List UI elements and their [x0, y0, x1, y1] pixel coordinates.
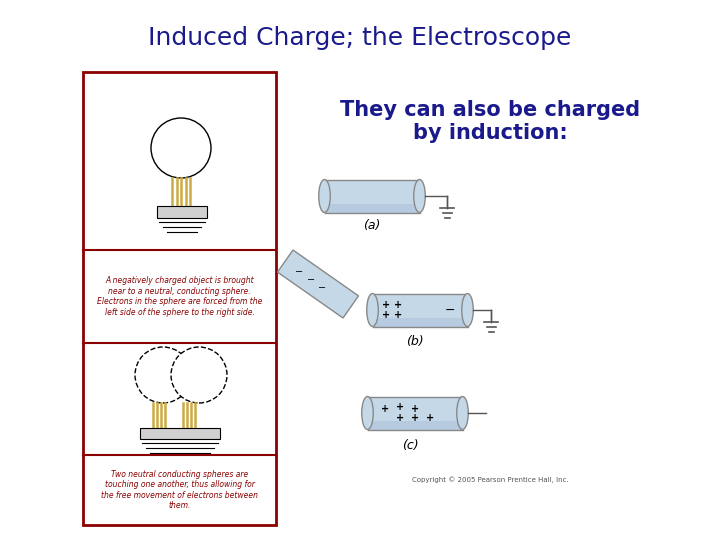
Text: −: − [295, 267, 303, 277]
Bar [325, 179, 420, 213]
Bar [372, 294, 467, 327]
Text: −: − [318, 284, 326, 293]
Bar [83, 72, 276, 525]
Text: +: + [396, 402, 404, 412]
Text: (c): (c) [402, 438, 418, 451]
Text: A negatively charged object is brought
near to a neutral, conducting sphere.
Ele: A negatively charged object is brought n… [96, 276, 262, 316]
Text: +: + [382, 300, 390, 310]
Ellipse shape [456, 396, 468, 429]
Bar [372, 318, 467, 327]
Circle shape [151, 118, 211, 178]
Text: +: + [411, 413, 419, 423]
Text: Induced Charge; the Electroscope: Induced Charge; the Electroscope [148, 26, 572, 50]
Text: Copyright © 2005 Pearson Prentice Hall, Inc.: Copyright © 2005 Pearson Prentice Hall, … [412, 477, 568, 483]
Text: +: + [396, 413, 404, 423]
Ellipse shape [366, 294, 378, 327]
Ellipse shape [361, 396, 373, 429]
Text: −: − [445, 303, 455, 316]
Bar [367, 421, 462, 429]
Text: They can also be charged: They can also be charged [340, 100, 640, 120]
Text: Two neutral conducting spheres are
touching one another, thus allowing for
the f: Two neutral conducting spheres are touch… [101, 470, 258, 510]
Bar [325, 204, 420, 213]
Text: +: + [382, 310, 390, 320]
Text: +: + [426, 413, 434, 423]
Text: (a): (a) [364, 219, 381, 232]
Text: (b): (b) [406, 335, 424, 348]
Bar [367, 396, 462, 429]
Bar [277, 250, 359, 318]
Text: by induction:: by induction: [413, 123, 567, 143]
Text: +: + [381, 404, 389, 414]
Circle shape [135, 347, 191, 403]
Text: −: − [307, 275, 315, 285]
Circle shape [171, 347, 227, 403]
Bar [140, 428, 220, 439]
Bar [157, 206, 207, 218]
Text: +: + [394, 310, 402, 320]
Ellipse shape [414, 179, 426, 213]
Ellipse shape [319, 179, 330, 213]
Text: +: + [411, 404, 419, 414]
Text: +: + [394, 300, 402, 310]
Ellipse shape [462, 294, 473, 327]
